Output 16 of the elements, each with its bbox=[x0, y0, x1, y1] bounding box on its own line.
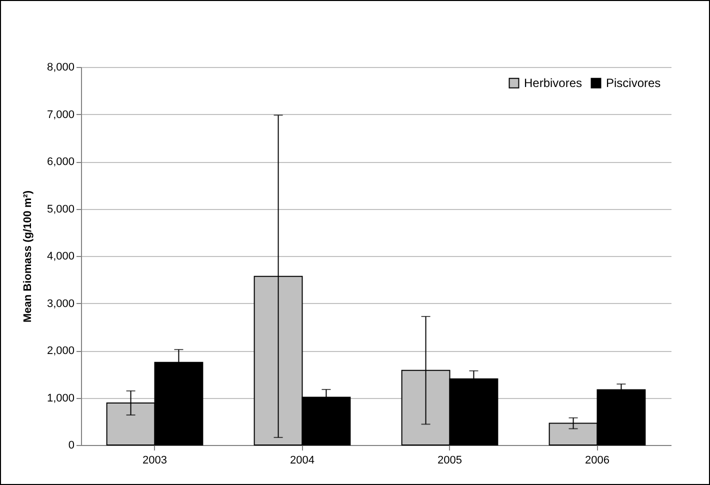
x-tick-label: 2005 bbox=[438, 454, 462, 466]
x-tick-label: 2006 bbox=[585, 454, 610, 466]
x-tick-label: 2004 bbox=[290, 454, 314, 466]
y-axis-title: Mean Biomass (g/100 m²) bbox=[22, 190, 34, 323]
y-tick-label: 7,000 bbox=[46, 108, 74, 121]
y-tick-label: 5,000 bbox=[46, 203, 74, 216]
y-tick-label: 6,000 bbox=[46, 156, 74, 168]
y-tick-label: 2,000 bbox=[46, 345, 74, 357]
y-tick-label: 3,000 bbox=[46, 298, 74, 310]
y-tick-label: 8,000 bbox=[46, 62, 74, 74]
legend-label: Piscivores bbox=[606, 76, 661, 90]
y-tick-label: 1,000 bbox=[46, 392, 74, 404]
x-tick-label: 2003 bbox=[142, 454, 167, 466]
legend-label: Herbivores bbox=[524, 76, 582, 90]
y-tick-label: 4,000 bbox=[46, 250, 74, 262]
y-tick-label: 0 bbox=[68, 440, 74, 452]
